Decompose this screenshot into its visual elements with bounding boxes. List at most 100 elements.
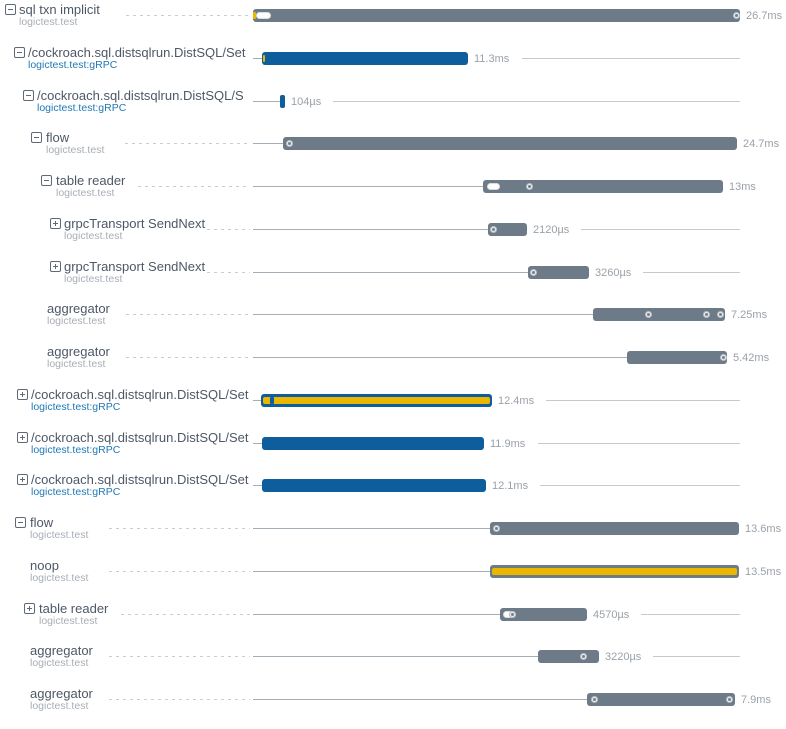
span-title: aggregator [47, 301, 110, 316]
highlight-stripe [492, 568, 737, 575]
trace-row: table reader logictest.test 4570µs [0, 601, 786, 644]
log-marker-dot [580, 653, 587, 660]
span-label[interactable]: noop logictest.test [30, 558, 258, 584]
span-bar[interactable] [627, 351, 727, 364]
trace-row: /cockroach.sql.distsqlrun.DistSQL/Set log… [0, 430, 786, 473]
span-label[interactable]: aggregator logictest.test [30, 686, 258, 712]
collapse-icon[interactable] [31, 132, 42, 143]
span-subtitle: logictest.test [56, 187, 115, 199]
collapse-icon[interactable] [41, 175, 52, 186]
trailing-line [643, 272, 740, 273]
expand-icon[interactable] [50, 261, 61, 272]
span-bar[interactable] [283, 137, 737, 150]
span-subtitle: logictest.test [19, 16, 78, 28]
trace-row: flow logictest.test 24.7ms [0, 130, 786, 173]
trace-row: /cockroach.sql.distsqlrun.DistSQL/Set log… [0, 387, 786, 430]
span-duration: 3220µs [605, 651, 642, 663]
span-subtitle: logictest.test [39, 615, 98, 627]
span-subtitle: logictest.test [30, 572, 89, 584]
span-bar[interactable] [538, 650, 599, 663]
span-label[interactable]: /cockroach.sql.distsqlrun.DistSQL/S logic… [37, 88, 258, 114]
collapse-icon[interactable] [15, 517, 26, 528]
timeline-offset-line [253, 58, 262, 59]
expand-icon[interactable] [17, 389, 28, 400]
timeline-offset-line [253, 614, 500, 615]
span-bar[interactable] [500, 608, 587, 621]
span-title: flow [30, 515, 54, 530]
span-subtitle: logictest.test [46, 144, 105, 156]
span-subtitle: logictest.test [64, 273, 123, 285]
span-duration: 104µs [291, 96, 322, 108]
expand-icon[interactable] [24, 603, 35, 614]
span-label[interactable]: /cockroach.sql.distsqlrun.DistSQL/Set log… [28, 45, 258, 71]
span-bar[interactable] [262, 437, 484, 450]
span-label[interactable]: /cockroach.sql.distsqlrun.DistSQL/Set log… [31, 387, 258, 413]
span-duration: 7.25ms [731, 309, 768, 321]
span-label[interactable]: grpcTransport SendNext logictest.test [64, 259, 258, 285]
timeline-offset-line [253, 314, 593, 315]
span-label[interactable]: aggregator logictest.test [47, 301, 258, 327]
span-duration: 11.3ms [474, 53, 510, 65]
span-label[interactable]: /cockroach.sql.distsqlrun.DistSQL/Set log… [31, 472, 258, 498]
span-bar[interactable] [262, 479, 486, 492]
collapse-icon[interactable] [5, 4, 16, 15]
expand-icon[interactable] [17, 474, 28, 485]
leader-line [109, 571, 250, 572]
trailing-line [333, 101, 740, 102]
timeline-offset-line [253, 485, 262, 486]
expand-icon[interactable] [17, 432, 28, 443]
span-bar[interactable] [253, 9, 740, 22]
trace-row: aggregator logictest.test 7.9ms [0, 686, 786, 729]
span-bar[interactable] [262, 52, 468, 65]
trailing-line [538, 443, 740, 444]
span-bar[interactable] [261, 394, 492, 407]
span-duration: 12.4ms [498, 395, 535, 407]
span-label[interactable]: /cockroach.sql.distsqlrun.DistSQL/Set log… [31, 430, 258, 456]
span-duration: 12.1ms [492, 480, 529, 492]
span-bar[interactable] [587, 693, 735, 706]
expand-icon[interactable] [50, 218, 61, 229]
span-label[interactable]: flow logictest.test [46, 130, 258, 156]
trailing-line [641, 614, 740, 615]
span-bar[interactable] [490, 565, 739, 578]
span-bar[interactable] [593, 308, 725, 321]
highlight-stripe [263, 397, 490, 404]
span-label[interactable]: grpcTransport SendNext logictest.test [64, 216, 258, 242]
span-duration: 3260µs [595, 267, 632, 279]
trace-row: grpcTransport SendNext logictest.test 2120… [0, 216, 786, 259]
span-bar[interactable] [490, 522, 739, 535]
span-bar[interactable] [483, 180, 723, 193]
log-marker-dot [530, 269, 537, 276]
span-title: grpcTransport SendNext [64, 259, 206, 274]
span-title: noop [30, 558, 59, 573]
timeline-offset-line [253, 229, 488, 230]
span-label[interactable]: aggregator logictest.test [30, 643, 258, 669]
timeline-offset-line [253, 571, 490, 572]
log-marker-dot [493, 525, 500, 532]
log-marker-dot [286, 140, 293, 147]
span-title: /cockroach.sql.distsqlrun.DistSQL/Set [31, 430, 249, 445]
log-marker-dot [490, 226, 497, 233]
log-marker-dot [509, 611, 516, 618]
leader-line [126, 357, 250, 358]
span-bar[interactable] [488, 223, 527, 236]
leader-line [121, 614, 250, 615]
span-duration: 11.9ms [490, 438, 526, 450]
span-title: table reader [39, 601, 109, 616]
log-marker-dot [703, 311, 710, 318]
collapse-icon[interactable] [23, 90, 34, 101]
trailing-line [540, 485, 740, 486]
span-duration: 7.9ms [741, 694, 771, 706]
span-label[interactable]: flow logictest.test [30, 515, 258, 541]
span-label[interactable]: table reader logictest.test [56, 173, 258, 199]
collapse-icon[interactable] [14, 47, 25, 58]
timeline-offset-line [253, 699, 587, 700]
span-label[interactable]: aggregator logictest.test [47, 344, 258, 370]
span-bar[interactable] [280, 95, 285, 108]
span-bar[interactable] [528, 266, 589, 279]
span-label[interactable]: sql txn implicit logictest.test [19, 2, 258, 28]
trace-row: /cockroach.sql.distsqlrun.DistSQL/S logic… [0, 88, 786, 131]
span-label[interactable]: table reader logictest.test [39, 601, 258, 627]
span-duration: 24.7ms [743, 138, 780, 150]
span-title: aggregator [30, 643, 93, 658]
